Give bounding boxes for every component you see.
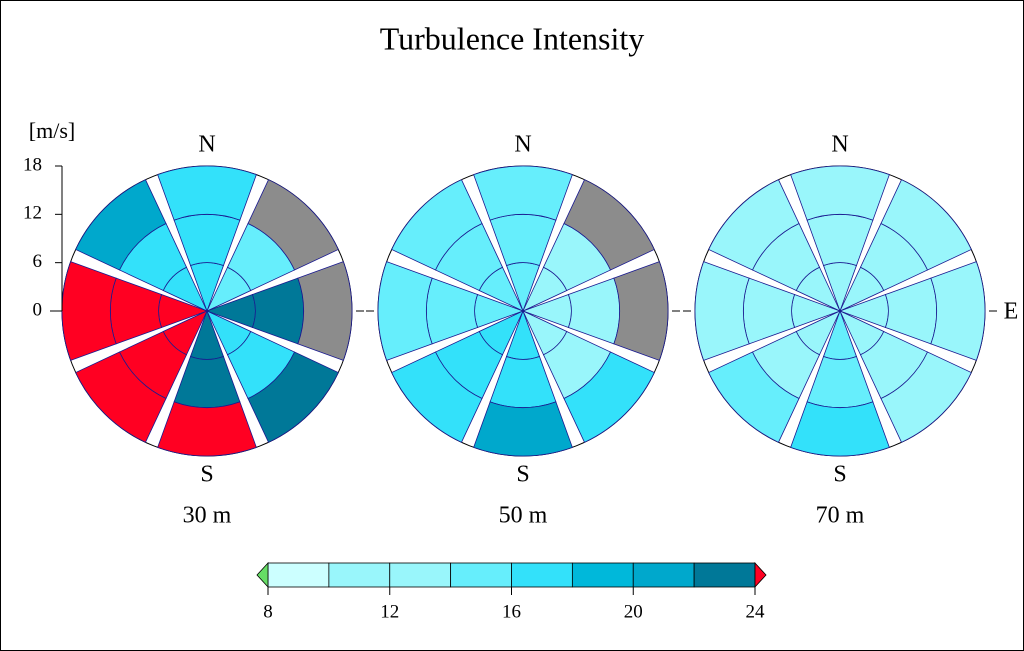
- sector-cell: [391, 179, 483, 271]
- sector-cell: [473, 165, 573, 221]
- colorbar-cell: [450, 562, 512, 588]
- sector-cell: [708, 179, 800, 271]
- chart-title: Turbulence Intensity: [380, 20, 645, 56]
- colorbar-cell: [511, 562, 573, 588]
- colorbar-cell: [389, 562, 452, 588]
- sector-cell: [790, 401, 890, 457]
- sector-cell: [61, 261, 117, 361]
- colorbar-tick-label: 8: [263, 601, 273, 622]
- sector-cell: [247, 179, 339, 271]
- colorbar-cell: [571, 562, 634, 588]
- sector-cell: [930, 261, 986, 361]
- north-label: N: [198, 132, 215, 158]
- south-label: S: [833, 462, 846, 488]
- sector-cell: [563, 179, 655, 271]
- colorbar-cell: [328, 562, 391, 588]
- sector-cell: [297, 261, 353, 361]
- sector-cell: [75, 351, 167, 443]
- colorbar-tick-label: 16: [502, 601, 521, 622]
- colorbar-under: [256, 561, 269, 589]
- radial-tick-label: 0: [33, 299, 43, 320]
- east-label: E: [1004, 299, 1019, 325]
- colorbar-tick-label: 20: [624, 601, 643, 622]
- colorbar-cell: [693, 562, 756, 588]
- sector-cell: [247, 351, 339, 443]
- sector-cell: [880, 179, 972, 271]
- colorbar-cell: [632, 562, 695, 588]
- radial-axis-label: [m/s]: [29, 118, 75, 143]
- sector-cell: [473, 401, 573, 457]
- sector-cell: [790, 165, 890, 221]
- north-label: N: [514, 132, 531, 158]
- panel-label: 50 m: [499, 503, 548, 529]
- sector-cell: [391, 351, 483, 443]
- radial-tick-label: 18: [23, 154, 42, 175]
- colorbar-over: [754, 561, 767, 589]
- colorbar-tick-label: 24: [746, 601, 766, 622]
- sector-cell: [157, 401, 257, 457]
- sector-cell: [563, 351, 655, 443]
- sector-cell: [708, 351, 800, 443]
- radial-tick-label: 6: [33, 251, 43, 272]
- sector-cell: [694, 261, 750, 361]
- panel-label: 30 m: [183, 503, 232, 529]
- north-label: N: [831, 132, 848, 158]
- sector-cell: [75, 179, 167, 271]
- colorbar-tick-label: 12: [380, 601, 399, 622]
- sector-cell: [377, 261, 433, 361]
- south-label: S: [516, 462, 529, 488]
- south-label: S: [200, 462, 213, 488]
- sector-cell: [157, 165, 257, 221]
- radial-tick-label: 12: [23, 203, 42, 224]
- sector-cell: [613, 261, 669, 361]
- panel-label: 70 m: [816, 503, 865, 529]
- colorbar-cell: [267, 562, 330, 588]
- sector-cell: [880, 351, 972, 443]
